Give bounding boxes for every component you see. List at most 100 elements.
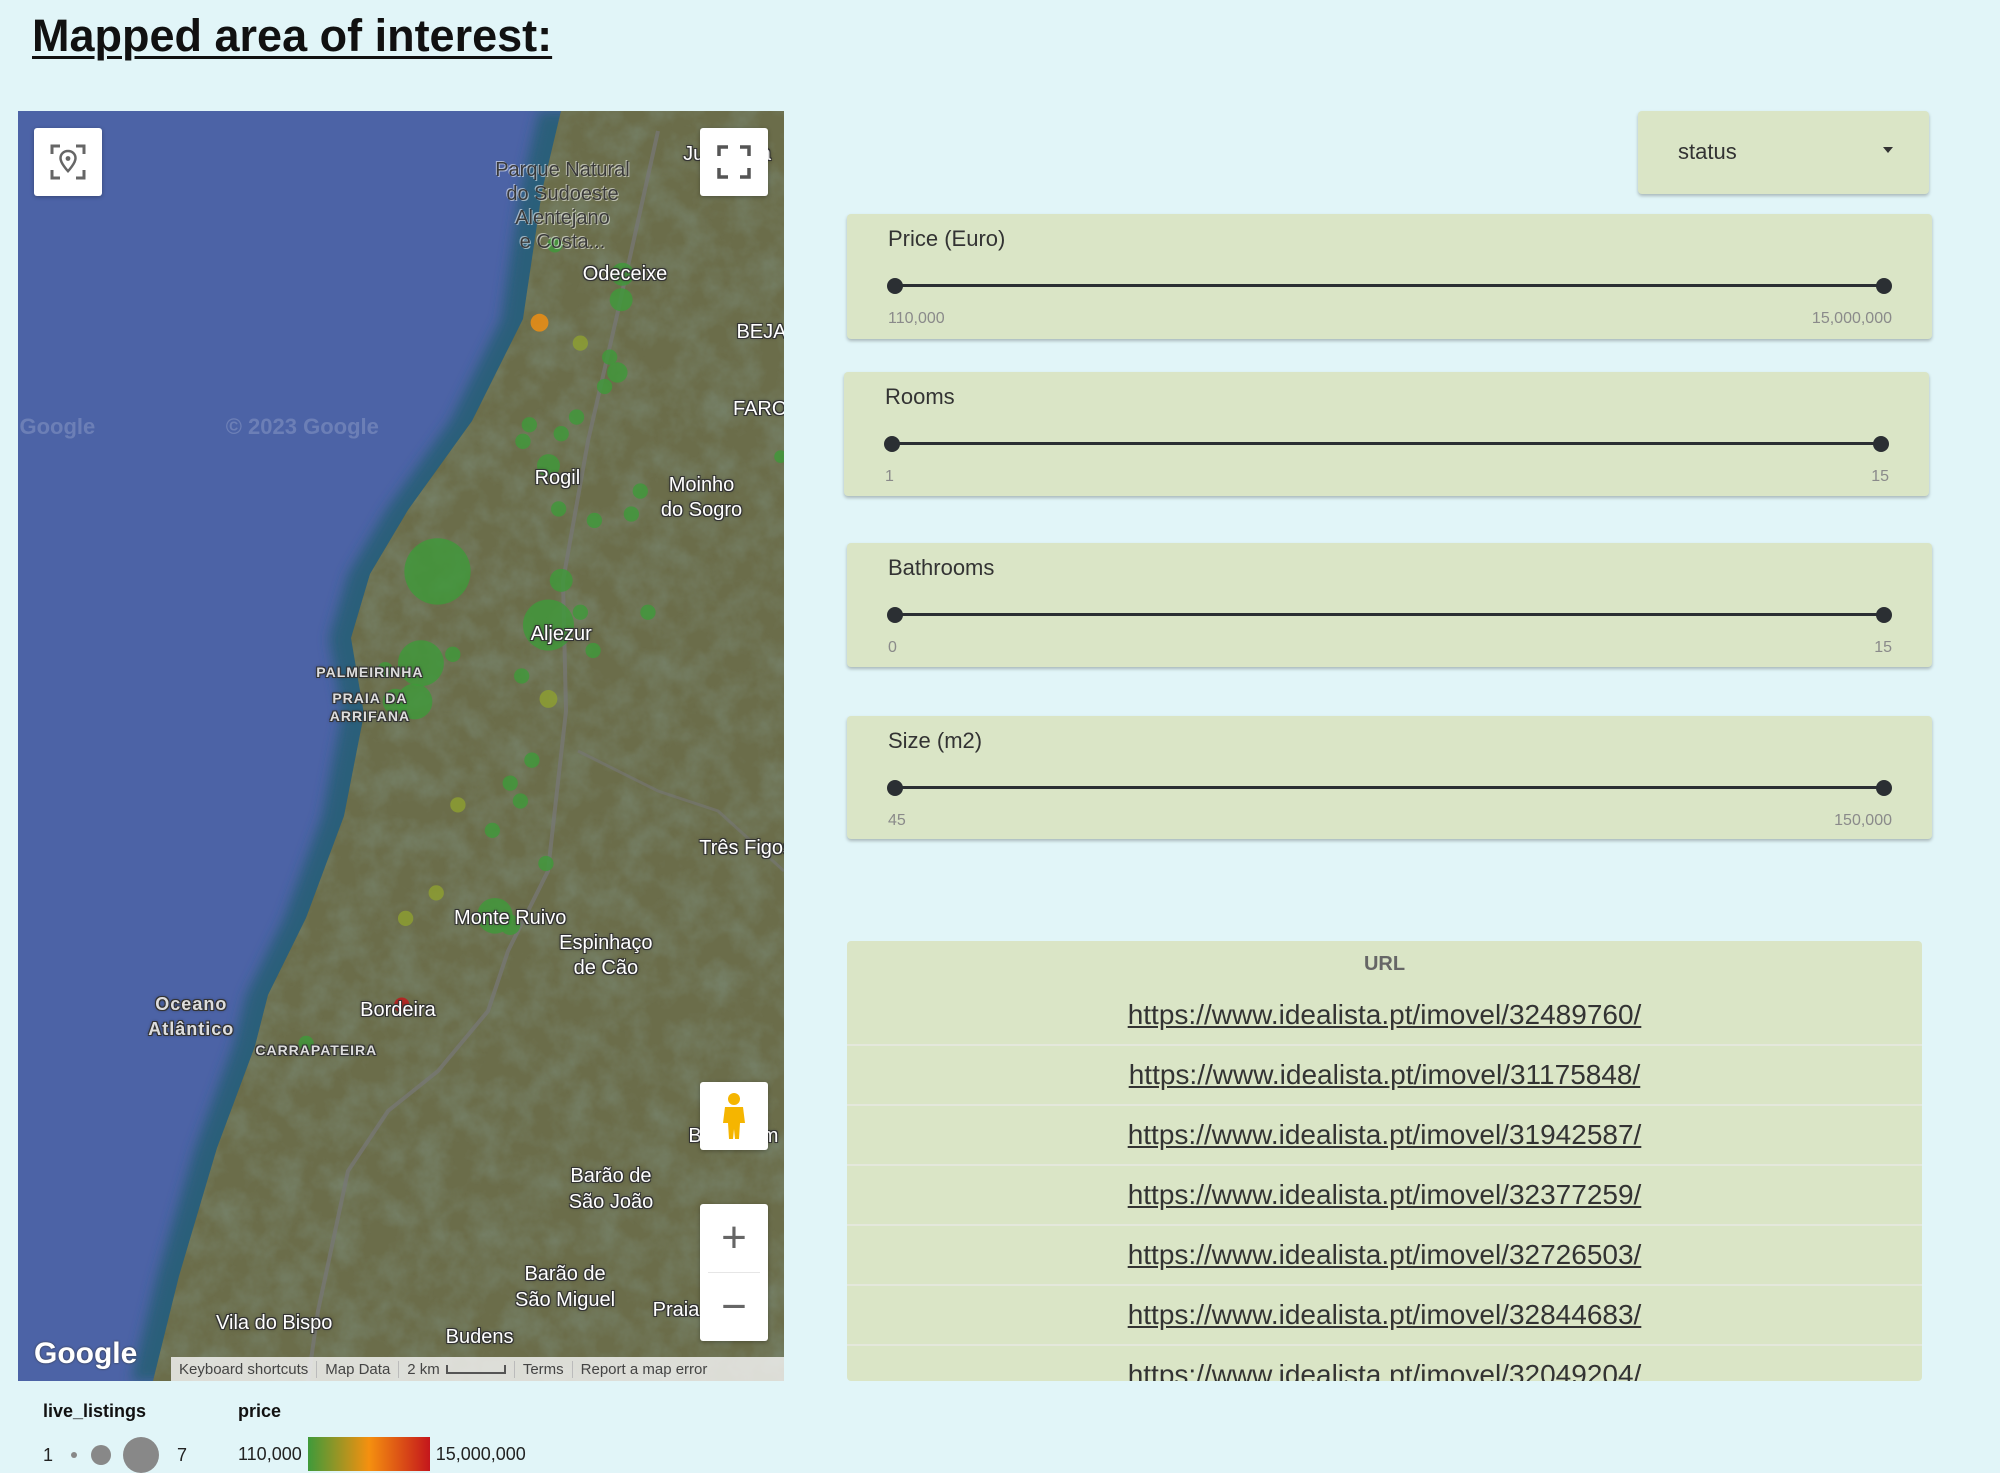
map-place-label: PRAIA DA: [332, 689, 408, 706]
locate-button[interactable]: [34, 128, 102, 196]
slider-handle-low[interactable]: [884, 435, 900, 452]
url-link[interactable]: https://www.idealista.pt/imovel/31942587…: [1127, 1119, 1642, 1150]
listing-marker[interactable]: [394, 997, 410, 1013]
listing-marker[interactable]: [515, 433, 531, 449]
listing-markers: [298, 237, 784, 1052]
rooms-range-slider[interactable]: [884, 435, 1889, 452]
google-logo: Google: [34, 1337, 138, 1370]
map-place-label: Vila do Bispo: [216, 1311, 333, 1334]
listing-marker[interactable]: [382, 688, 409, 715]
chevron-down-icon: [1883, 147, 1893, 153]
zoom-out-button[interactable]: −: [721, 1282, 747, 1331]
listing-marker[interactable]: [450, 797, 466, 813]
map-place-label: CARRAPATEIRA: [255, 1041, 378, 1058]
road: [577, 749, 784, 873]
slider-min: 1: [885, 468, 894, 485]
listing-marker[interactable]: [602, 349, 618, 365]
slider-handle-high[interactable]: [1876, 779, 1892, 796]
terms-link[interactable]: Terms: [515, 1360, 573, 1378]
road: [306, 130, 660, 1381]
zoom-in-button[interactable]: +: [721, 1213, 747, 1262]
map-place-label: Espinhaço: [559, 931, 653, 954]
listing-marker[interactable]: [632, 483, 648, 499]
listing-marker[interactable]: [549, 568, 573, 592]
listing-marker[interactable]: [428, 885, 444, 901]
slider-handle-low[interactable]: [887, 606, 903, 623]
fullscreen-button[interactable]: [700, 128, 768, 196]
listing-marker[interactable]: [514, 668, 530, 684]
status-dropdown[interactable]: status: [1638, 111, 1929, 194]
listing-marker[interactable]: [484, 822, 500, 839]
listing-marker[interactable]: [596, 378, 613, 395]
table-row: https://www.idealista.pt/imovel/32726503…: [847, 1226, 1922, 1286]
listing-marker[interactable]: [512, 793, 529, 809]
listing-marker[interactable]: [397, 640, 444, 687]
map-data-link[interactable]: Map Data: [317, 1360, 400, 1378]
keyboard-shortcuts-link[interactable]: Keyboard shortcuts: [171, 1360, 318, 1378]
listing-marker[interactable]: [521, 417, 537, 433]
listing-marker[interactable]: [538, 855, 554, 872]
listing-marker[interactable]: [539, 690, 558, 708]
legend-title: price: [238, 1401, 282, 1421]
listing-marker[interactable]: [623, 506, 640, 522]
legend-size-dot-small: [71, 1452, 78, 1458]
scale-control[interactable]: 2 km: [399, 1360, 515, 1378]
listing-marker[interactable]: [499, 914, 521, 935]
slider-label: Price (Euro): [888, 226, 1006, 251]
table-row: https://www.idealista.pt/imovel/32377259…: [847, 1166, 1922, 1226]
listing-marker[interactable]: [530, 313, 549, 332]
slider-handle-high[interactable]: [1873, 435, 1889, 452]
map-place-label: Bordeira: [360, 999, 436, 1022]
listing-marker[interactable]: [536, 454, 560, 478]
url-link[interactable]: https://www.idealista.pt/imovel/32377259…: [1127, 1179, 1642, 1210]
listing-marker[interactable]: [572, 335, 589, 351]
map-place-label: BEJA: [736, 320, 784, 343]
listing-marker[interactable]: [298, 1035, 314, 1052]
report-map-error-link[interactable]: Report a map error: [580, 1360, 708, 1378]
legend-size-dot-medium: [91, 1445, 112, 1465]
listing-marker[interactable]: [524, 752, 540, 768]
map-place-label: Barão de: [570, 1165, 652, 1187]
status-dropdown-value: status: [1678, 139, 1737, 164]
map-place-label: FARO: [732, 398, 784, 421]
listing-marker[interactable]: [522, 599, 574, 651]
url-link[interactable]: https://www.idealista.pt/imovel/32489760…: [1127, 999, 1642, 1030]
listing-marker[interactable]: [553, 426, 569, 442]
listing-marker[interactable]: [610, 262, 634, 286]
url-link[interactable]: https://www.idealista.pt/imovel/32726503…: [1127, 1239, 1642, 1270]
listing-marker[interactable]: [568, 409, 585, 425]
listing-marker[interactable]: [445, 646, 461, 662]
listing-marker[interactable]: [609, 288, 633, 312]
listing-marker[interactable]: [640, 604, 656, 620]
listing-marker[interactable]: [774, 450, 784, 464]
url-link[interactable]: https://www.idealista.pt/imovel/31175848…: [1128, 1059, 1641, 1090]
price-range-slider[interactable]: [887, 277, 1892, 294]
slider-handle-low[interactable]: [887, 277, 903, 294]
map-place-label: Monte Ruivo: [454, 907, 567, 930]
url-link[interactable]: https://www.idealista.pt/imovel/32844683…: [1127, 1299, 1642, 1330]
legend-price: price 110,000 15,000,000: [238, 1401, 526, 1471]
map-place-label: do Sudoeste: [506, 182, 619, 205]
listing-marker[interactable]: [396, 683, 433, 720]
listing-marker[interactable]: [397, 910, 414, 927]
size-range-slider[interactable]: [887, 779, 1892, 796]
listing-marker[interactable]: [572, 604, 589, 620]
listing-marker[interactable]: [377, 661, 393, 678]
slider-max: 15: [1871, 468, 1889, 485]
listing-marker[interactable]: [502, 775, 518, 791]
listing-marker[interactable]: [547, 237, 563, 253]
map[interactable]: Parque Natural do Sudoeste Alentejano e Cos…: [18, 111, 784, 1381]
listing-marker[interactable]: [404, 538, 471, 605]
slider-label: Rooms: [885, 384, 955, 409]
listing-marker[interactable]: [551, 501, 567, 517]
listing-marker[interactable]: [585, 642, 601, 659]
url-link[interactable]: https://www.idealista.pt/imovel/32049204…: [1127, 1359, 1642, 1381]
pegman-icon: [723, 1093, 745, 1139]
slider-handle-low[interactable]: [887, 779, 903, 796]
slider-handle-high[interactable]: [1876, 606, 1892, 623]
listing-marker[interactable]: [607, 362, 628, 383]
bathrooms-range-slider[interactable]: [887, 606, 1892, 623]
street-view-pegman-button[interactable]: [700, 1082, 768, 1150]
slider-handle-high[interactable]: [1876, 277, 1892, 294]
listing-marker[interactable]: [586, 512, 603, 529]
